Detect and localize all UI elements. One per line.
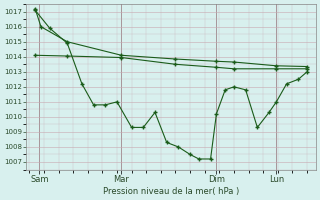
X-axis label: Pression niveau de la mer( hPa ): Pression niveau de la mer( hPa ) [103,187,239,196]
